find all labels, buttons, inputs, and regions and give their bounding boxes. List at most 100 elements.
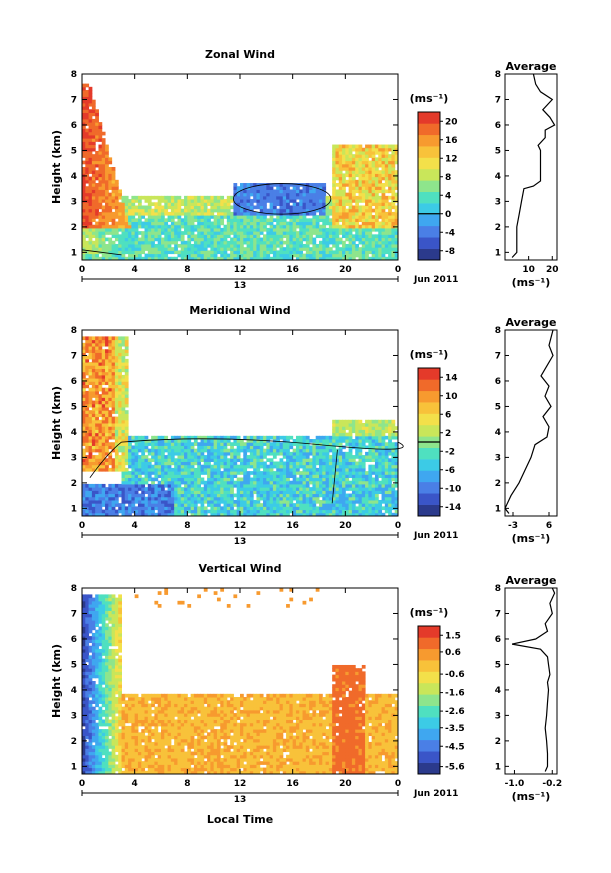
heatmap-cell	[91, 199, 96, 203]
heatmap-cell	[286, 189, 290, 194]
heatmap-cell	[203, 240, 208, 245]
heatmap-cell	[190, 435, 195, 440]
heatmap-cell	[365, 439, 369, 443]
heatmap-cell	[325, 221, 330, 226]
heatmap-cell	[82, 125, 86, 130]
heatmap-cell	[282, 189, 287, 194]
heatmap-cell	[108, 461, 113, 466]
heatmap-cell	[85, 416, 90, 421]
heatmap-cell	[207, 240, 211, 245]
heatmap-cell	[82, 368, 86, 373]
heatmap-cell	[131, 490, 136, 495]
heatmap-cell	[368, 154, 373, 158]
heatmap-cell	[114, 247, 119, 251]
heatmap-cell	[180, 199, 185, 203]
heatmap-cell	[312, 224, 317, 229]
heatmap-cell	[118, 503, 122, 507]
heatmap-cell	[361, 256, 366, 261]
heatmap-cell	[180, 240, 185, 245]
heatmap-cell	[85, 247, 90, 251]
heatmap-cell	[263, 211, 267, 216]
heatmap-cell	[210, 247, 215, 251]
heatmap-cell	[276, 240, 280, 245]
heatmap-cell	[384, 240, 389, 245]
heatmap-cell	[121, 480, 126, 485]
heatmap-cell	[332, 144, 336, 149]
heatmap-cell	[223, 253, 228, 258]
heatmap-cell	[230, 250, 234, 255]
heatmap-cell	[108, 339, 113, 344]
heatmap-cell	[105, 205, 109, 210]
heatmap-cell	[348, 211, 353, 216]
heatmap-cell	[394, 205, 399, 210]
heatmap-cell	[355, 144, 359, 149]
heatmap-cell	[151, 480, 155, 485]
heatmap-cell	[315, 474, 320, 479]
heatmap-cell	[322, 503, 327, 507]
profile-y-tick-label: 3	[495, 197, 501, 207]
heatmap-cell	[263, 503, 267, 507]
heatmap-cell	[289, 221, 294, 226]
heatmap-cell	[299, 458, 304, 462]
heatmap-cell	[381, 237, 386, 242]
heatmap-cell	[338, 442, 343, 446]
heatmap-cell	[351, 419, 356, 424]
heatmap-cell	[121, 234, 126, 239]
heatmap-cell	[193, 496, 198, 501]
heatmap-cell	[108, 205, 113, 210]
heatmap-cell	[230, 509, 234, 514]
heatmap-cell	[82, 134, 86, 139]
heatmap-cell	[309, 202, 313, 206]
heatmap-cell	[276, 195, 280, 200]
heatmap-cell	[180, 467, 185, 472]
heatmap-cell	[95, 346, 99, 350]
heatmap-cell	[141, 487, 146, 491]
heatmap-cell	[391, 195, 396, 200]
heatmap-cell	[180, 477, 185, 482]
heatmap-cell	[101, 211, 106, 216]
heatmap-cell	[82, 432, 86, 437]
heatmap-cell	[358, 435, 363, 440]
heatmap-cell	[98, 423, 103, 427]
heatmap-cell	[332, 157, 336, 162]
heatmap-cell	[101, 358, 106, 363]
heatmap-cell	[184, 211, 188, 216]
heatmap-cell	[328, 250, 333, 255]
heatmap-cell	[105, 461, 109, 466]
heatmap-cell	[361, 512, 366, 517]
heatmap-cell	[111, 410, 116, 414]
heatmap-cell	[82, 390, 86, 395]
heatmap-cell	[381, 189, 386, 194]
heatmap-cell	[328, 237, 333, 242]
heatmap-cell	[114, 224, 119, 229]
heatmap-cell	[391, 173, 396, 178]
heatmap-cell	[276, 493, 280, 498]
heatmap-cell	[154, 221, 159, 226]
heatmap-cell	[236, 253, 241, 258]
heatmap-cell	[295, 499, 300, 504]
heatmap-cell	[82, 109, 86, 113]
heatmap-cell	[91, 195, 96, 200]
heatmap-cell	[345, 218, 350, 223]
heatmap-cell	[88, 189, 93, 194]
heatmap-cell	[151, 503, 155, 507]
heatmap-cell	[213, 490, 218, 495]
heatmap-cell	[305, 247, 310, 251]
heatmap-cell	[95, 355, 99, 360]
heatmap-cell	[282, 474, 287, 479]
heatmap-cell	[174, 445, 178, 450]
heatmap-cell	[378, 150, 383, 155]
heatmap-cell	[348, 467, 353, 472]
heatmap-cell	[325, 483, 330, 488]
heatmap-cell	[105, 227, 109, 232]
heatmap-cell	[246, 218, 251, 223]
heatmap-cell	[368, 506, 373, 511]
heatmap-cell	[269, 503, 274, 507]
heatmap-cell	[108, 378, 113, 382]
heatmap-cell	[137, 231, 142, 235]
heatmap-cell	[272, 199, 277, 203]
heatmap-cell	[348, 199, 353, 203]
heatmap-cell	[378, 227, 383, 232]
heatmap-cell	[276, 221, 280, 226]
heatmap-cell	[335, 192, 340, 197]
